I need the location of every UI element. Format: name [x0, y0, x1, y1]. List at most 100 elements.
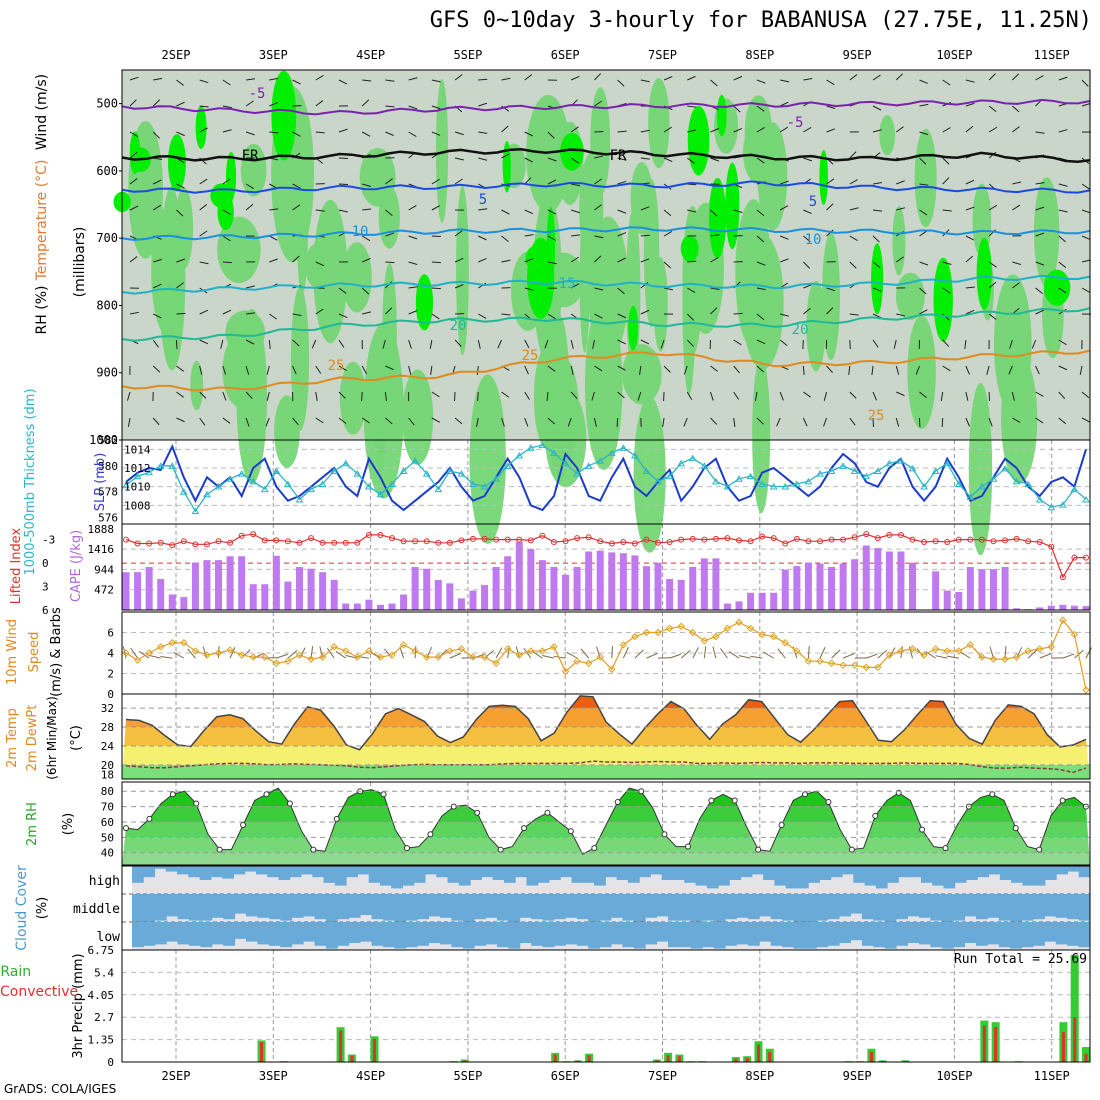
wind-barb	[245, 365, 250, 375]
wind-marker	[1036, 645, 1044, 653]
rh-contour-mid	[752, 356, 771, 514]
cape-bar	[284, 581, 292, 610]
cape-bar	[457, 598, 465, 610]
wind-barb	[866, 653, 878, 659]
thickness-marker	[469, 480, 477, 487]
cloud-fill	[222, 866, 234, 879]
precip-bar-convective	[553, 1054, 557, 1062]
cloud-fill	[774, 866, 787, 886]
thickness-marker	[226, 475, 234, 482]
rh-contour-mid	[296, 170, 308, 295]
thickness-marker	[1001, 464, 1009, 472]
wind-barb	[478, 257, 487, 263]
cloud-fill	[827, 922, 840, 946]
cloud-fill	[785, 866, 798, 889]
precip-bar-convective	[1073, 1017, 1077, 1062]
thickness-marker	[133, 472, 142, 480]
cloud-fill	[1067, 866, 1080, 872]
wind-barb	[222, 79, 231, 86]
cloud-fill	[975, 894, 988, 920]
series-lifted-index	[125, 533, 1086, 579]
wind-barb	[780, 79, 790, 83]
wind-barb	[501, 153, 510, 159]
wind-barb	[222, 178, 231, 185]
rh-contour-mid	[217, 216, 261, 284]
wind-barb	[703, 646, 707, 659]
thickness-marker	[284, 480, 292, 487]
cloud-fill	[246, 894, 258, 917]
isotherm-line	[121, 98, 1091, 116]
rh-marker	[942, 845, 949, 852]
wind-barb	[315, 261, 325, 267]
cloud-fill	[930, 922, 943, 948]
wind-barb	[269, 208, 279, 211]
li-marker	[516, 536, 523, 543]
wind-marker	[307, 655, 315, 663]
wind-barb	[567, 417, 572, 427]
thickness-marker	[214, 483, 223, 490]
wind-barb	[826, 287, 836, 292]
thickness-marker	[237, 470, 246, 477]
li-marker	[192, 541, 199, 548]
wind-barb	[1062, 653, 1075, 659]
cloud-fill	[770, 922, 783, 946]
wind-barb	[497, 339, 502, 349]
rh-contour-mid	[633, 396, 666, 553]
wind-barb	[988, 417, 993, 427]
temp-axis-label: 2m DewPt	[25, 705, 40, 772]
wind-marker	[249, 653, 257, 661]
cloud-fill	[485, 894, 498, 918]
li-marker	[874, 535, 881, 542]
wind-barb	[361, 257, 371, 263]
wind-barb	[384, 391, 387, 401]
wind-barb	[269, 77, 279, 81]
wind-barb	[523, 648, 532, 659]
wind-barb	[1058, 261, 1067, 268]
cloud-fill	[763, 866, 775, 880]
cloud-fill	[234, 894, 247, 914]
wind-barb	[919, 157, 927, 165]
wind-barb	[942, 287, 951, 294]
li-marker	[655, 539, 662, 546]
wind-marker	[399, 641, 408, 649]
wind-barb	[895, 417, 900, 427]
li-marker	[134, 540, 141, 547]
cloud-fill	[337, 922, 350, 946]
precip-bar-convective	[745, 1057, 749, 1062]
page-title: GFS 0~10day 3-hourly for BABANUSA (27.75…	[429, 8, 1092, 33]
cloud-fill	[485, 922, 498, 945]
li-marker	[944, 538, 951, 545]
li-marker	[909, 536, 916, 543]
cloud-fill	[154, 922, 167, 945]
li-marker	[169, 542, 176, 549]
wind-barb	[546, 391, 549, 402]
wind-barb	[292, 313, 302, 317]
cloud-fill	[496, 894, 509, 921]
cloud-fill	[165, 866, 178, 872]
precip-bar-convective	[768, 1052, 772, 1062]
rh-marker	[146, 815, 153, 822]
wind-barb	[292, 255, 300, 263]
wind-barb	[385, 232, 395, 237]
cloud-fill	[303, 894, 315, 917]
wind-barb	[617, 339, 626, 345]
rh-contour-high	[415, 274, 434, 331]
cloud-fill	[357, 866, 370, 875]
wind-barb	[1058, 183, 1068, 187]
rh-marker	[474, 809, 481, 816]
thickness-marker	[711, 477, 720, 485]
date-label-bottom: 11SEP	[1034, 1069, 1070, 1083]
cape-bar	[828, 567, 836, 610]
thickness-marker	[388, 480, 396, 487]
legend-convective: Convective	[0, 984, 78, 1000]
wind-barb	[547, 209, 557, 215]
wind-barb	[779, 258, 789, 263]
wind-barb	[176, 391, 185, 398]
cloud-fill	[656, 894, 669, 917]
wind-barb	[896, 207, 906, 211]
rh-contour-high	[167, 134, 186, 192]
rh-contour-high	[195, 105, 207, 149]
cloud-fill	[314, 922, 327, 946]
cloud-fill	[920, 866, 933, 883]
wind-barb	[152, 365, 161, 373]
